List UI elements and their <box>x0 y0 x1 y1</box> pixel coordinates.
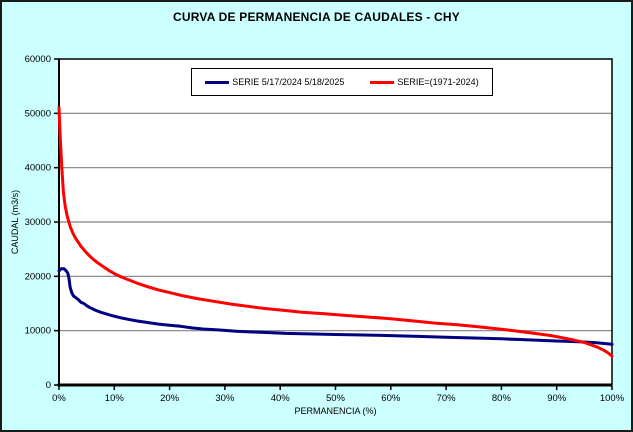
legend: SERIE 5/17/2024 5/18/2025 SERIE=(1971-20… <box>191 68 493 96</box>
legend-line-swatch-red <box>370 80 395 84</box>
legend-label-serie-1971-2024: SERIE=(1971-2024) <box>397 77 479 87</box>
x-tick-label: 50% <box>326 393 346 404</box>
x-axis-title: PERMANENCIA (%) <box>294 406 377 416</box>
y-tick-label: 30000 <box>25 217 51 228</box>
y-tick-label: 0 <box>46 380 51 391</box>
chart-title: CURVA DE PERMANENCIA DE CAUDALES - CHY <box>173 10 460 24</box>
y-tick-label: 20000 <box>25 271 51 282</box>
x-tick-label: 20% <box>160 393 180 404</box>
x-tick-label: 40% <box>271 393 291 404</box>
legend-item-serie-1971-2024: SERIE=(1971-2024) <box>370 77 479 87</box>
x-tick-label: 10% <box>105 393 125 404</box>
y-tick-label: 50000 <box>25 108 51 119</box>
legend-label-serie-2024-2025: SERIE 5/17/2024 5/18/2025 <box>232 77 345 87</box>
x-tick-label: 100% <box>600 393 625 404</box>
x-tick-label: 60% <box>381 393 401 404</box>
y-axis-title: CAUDAL (m3/s) <box>10 189 20 255</box>
y-tick-label: 10000 <box>25 326 51 337</box>
x-tick-label: 80% <box>492 393 512 404</box>
y-tick-label: 60000 <box>25 54 51 65</box>
x-tick-label: 0% <box>52 393 66 404</box>
series-line-blue <box>57 267 614 346</box>
y-tick-label: 40000 <box>25 163 51 174</box>
legend-item-serie-2024-2025: SERIE 5/17/2024 5/18/2025 <box>205 77 344 87</box>
x-tick-label: 90% <box>547 393 567 404</box>
legend-line-swatch-blue <box>205 80 230 84</box>
series-line-red <box>57 106 614 358</box>
x-tick-label: 30% <box>215 393 235 404</box>
x-tick-label: 70% <box>437 393 457 404</box>
